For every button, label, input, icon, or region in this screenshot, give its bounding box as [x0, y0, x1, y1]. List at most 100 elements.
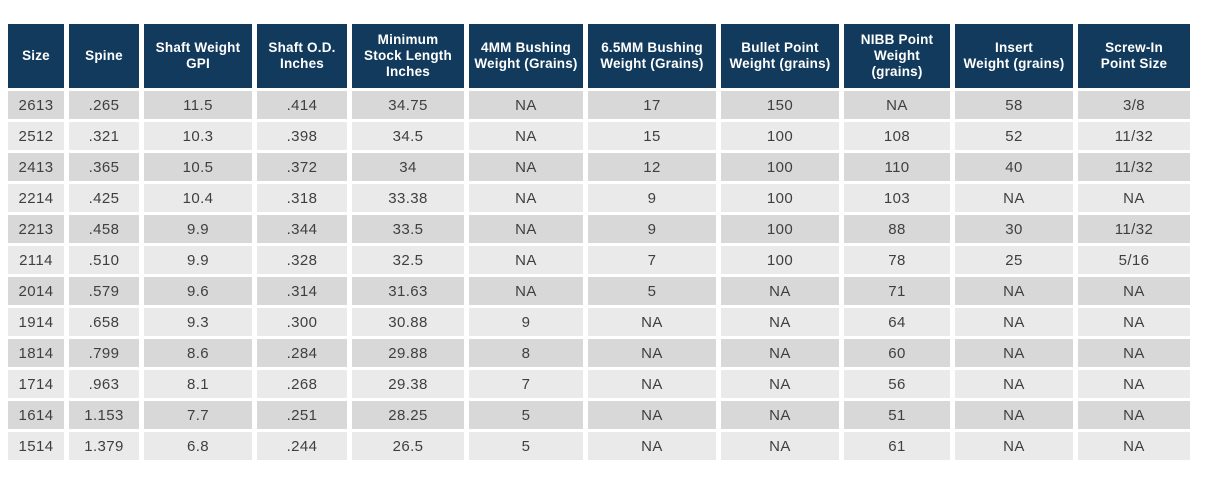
cell-spine: .579	[69, 277, 139, 305]
cell-spine: .458	[69, 215, 139, 243]
cell-screw-in-point: NA	[1078, 370, 1190, 398]
cell-min-stock-length: 31.63	[352, 277, 464, 305]
cell-screw-in-point: NA	[1078, 308, 1190, 336]
cell-nibb-point: 60	[844, 339, 950, 367]
cell-bullet-point: NA	[721, 432, 839, 460]
cell-insert: NA	[955, 308, 1073, 336]
table-row: 2114.510 9.9.328 32.5 NA 7 100 78 25 5/16	[8, 246, 1190, 274]
cell-insert: NA	[955, 432, 1073, 460]
cell-bushing-4mm: 5	[469, 432, 583, 460]
cell-spine: .265	[69, 91, 139, 119]
cell-insert: NA	[955, 401, 1073, 429]
cell-shaft-weight-gpi: 11.5	[144, 91, 252, 119]
table-row: 1614 1.153 7.7.251 28.25 5 NA NA 51 NA NA	[8, 401, 1190, 429]
cell-nibb-point: 103	[844, 184, 950, 212]
cell-bushing-6-5mm: 9	[588, 215, 716, 243]
cell-min-stock-length: 34.5	[352, 122, 464, 150]
cell-shaft-od-inches: .414	[257, 91, 347, 119]
cell-spine: .658	[69, 308, 139, 336]
cell-nibb-point: 64	[844, 308, 950, 336]
cell-bullet-point: NA	[721, 277, 839, 305]
cell-shaft-weight-gpi: 10.5	[144, 153, 252, 181]
cell-screw-in-point: 11/32	[1078, 122, 1190, 150]
table-row: 2413.365 10.5.372 34 NA 12 100 110 40 11/32	[8, 153, 1190, 181]
cell-size: 1514	[8, 432, 64, 460]
cell-screw-in-point: NA	[1078, 184, 1190, 212]
cell-spine: 1.379	[69, 432, 139, 460]
cell-size: 2014	[8, 277, 64, 305]
cell-screw-in-point: NA	[1078, 432, 1190, 460]
cell-shaft-od-inches: .300	[257, 308, 347, 336]
cell-insert: NA	[955, 370, 1073, 398]
cell-bushing-4mm: NA	[469, 184, 583, 212]
cell-screw-in-point: 11/32	[1078, 215, 1190, 243]
cell-nibb-point: 110	[844, 153, 950, 181]
cell-bushing-4mm: NA	[469, 246, 583, 274]
cell-insert: 40	[955, 153, 1073, 181]
cell-shaft-od-inches: .328	[257, 246, 347, 274]
cell-insert: NA	[955, 184, 1073, 212]
cell-shaft-weight-gpi: 8.6	[144, 339, 252, 367]
cell-bushing-4mm: NA	[469, 153, 583, 181]
cell-min-stock-length: 34	[352, 153, 464, 181]
cell-screw-in-point: 11/32	[1078, 153, 1190, 181]
cell-bushing-6-5mm: 5	[588, 277, 716, 305]
cell-bushing-4mm: NA	[469, 215, 583, 243]
column-header-shaft-weight-gpi: Shaft Weight GPI	[144, 24, 252, 88]
cell-bullet-point: 100	[721, 153, 839, 181]
cell-bushing-6-5mm: NA	[588, 370, 716, 398]
spec-table: Size Spine Shaft Weight GPI Shaft O.D. Inch…	[3, 21, 1195, 463]
cell-screw-in-point: NA	[1078, 277, 1190, 305]
table-row: 2512.321 10.3.398 34.5 NA 15 100 108 52 11/32	[8, 122, 1190, 150]
column-header-size: Size	[8, 24, 64, 88]
cell-size: 2114	[8, 246, 64, 274]
cell-shaft-weight-gpi: 9.9	[144, 246, 252, 274]
cell-bushing-4mm: 8	[469, 339, 583, 367]
cell-bullet-point: 150	[721, 91, 839, 119]
cell-bullet-point: NA	[721, 370, 839, 398]
cell-min-stock-length: 29.38	[352, 370, 464, 398]
cell-nibb-point: 78	[844, 246, 950, 274]
cell-shaft-od-inches: .398	[257, 122, 347, 150]
cell-spine: .510	[69, 246, 139, 274]
table-row: 1914.658 9.3.300 30.88 9 NA NA 64 NA NA	[8, 308, 1190, 336]
cell-nibb-point: 108	[844, 122, 950, 150]
table-row: 1714.963 8.1.268 29.38 7 NA NA 56 NA NA	[8, 370, 1190, 398]
cell-shaft-od-inches: .372	[257, 153, 347, 181]
table-row: 2213.458 9.9.344 33.5 NA 9 100 88 30 11/32	[8, 215, 1190, 243]
column-header-insert: Insert Weight (grains)	[955, 24, 1073, 88]
cell-min-stock-length: 32.5	[352, 246, 464, 274]
table-row: 1814.799 8.6.284 29.88 8 NA NA 60 NA NA	[8, 339, 1190, 367]
cell-shaft-weight-gpi: 6.8	[144, 432, 252, 460]
header-row: Size Spine Shaft Weight GPI Shaft O.D. Inch…	[8, 24, 1190, 88]
column-header-bushing-4mm: 4MM Bushing Weight (Grains)	[469, 24, 583, 88]
cell-size: 2213	[8, 215, 64, 243]
cell-min-stock-length: 26.5	[352, 432, 464, 460]
cell-bushing-4mm: NA	[469, 91, 583, 119]
cell-bullet-point: NA	[721, 339, 839, 367]
cell-shaft-od-inches: .268	[257, 370, 347, 398]
cell-insert: NA	[955, 277, 1073, 305]
cell-insert: 52	[955, 122, 1073, 150]
cell-bushing-6-5mm: NA	[588, 401, 716, 429]
cell-bushing-4mm: 7	[469, 370, 583, 398]
cell-insert: 58	[955, 91, 1073, 119]
cell-insert: NA	[955, 339, 1073, 367]
cell-screw-in-point: 3/8	[1078, 91, 1190, 119]
cell-min-stock-length: 34.75	[352, 91, 464, 119]
cell-shaft-weight-gpi: 7.7	[144, 401, 252, 429]
cell-bushing-6-5mm: 15	[588, 122, 716, 150]
cell-bullet-point: 100	[721, 122, 839, 150]
cell-screw-in-point: NA	[1078, 401, 1190, 429]
cell-screw-in-point: 5/16	[1078, 246, 1190, 274]
cell-bushing-6-5mm: 7	[588, 246, 716, 274]
cell-bushing-4mm: NA	[469, 122, 583, 150]
cell-bushing-4mm: 9	[469, 308, 583, 336]
cell-bushing-6-5mm: 17	[588, 91, 716, 119]
cell-shaft-weight-gpi: 9.3	[144, 308, 252, 336]
cell-bullet-point: 100	[721, 184, 839, 212]
cell-spine: .425	[69, 184, 139, 212]
spec-table-container: Size Spine Shaft Weight GPI Shaft O.D. Inch…	[3, 21, 1195, 463]
cell-size: 1714	[8, 370, 64, 398]
cell-size: 2413	[8, 153, 64, 181]
